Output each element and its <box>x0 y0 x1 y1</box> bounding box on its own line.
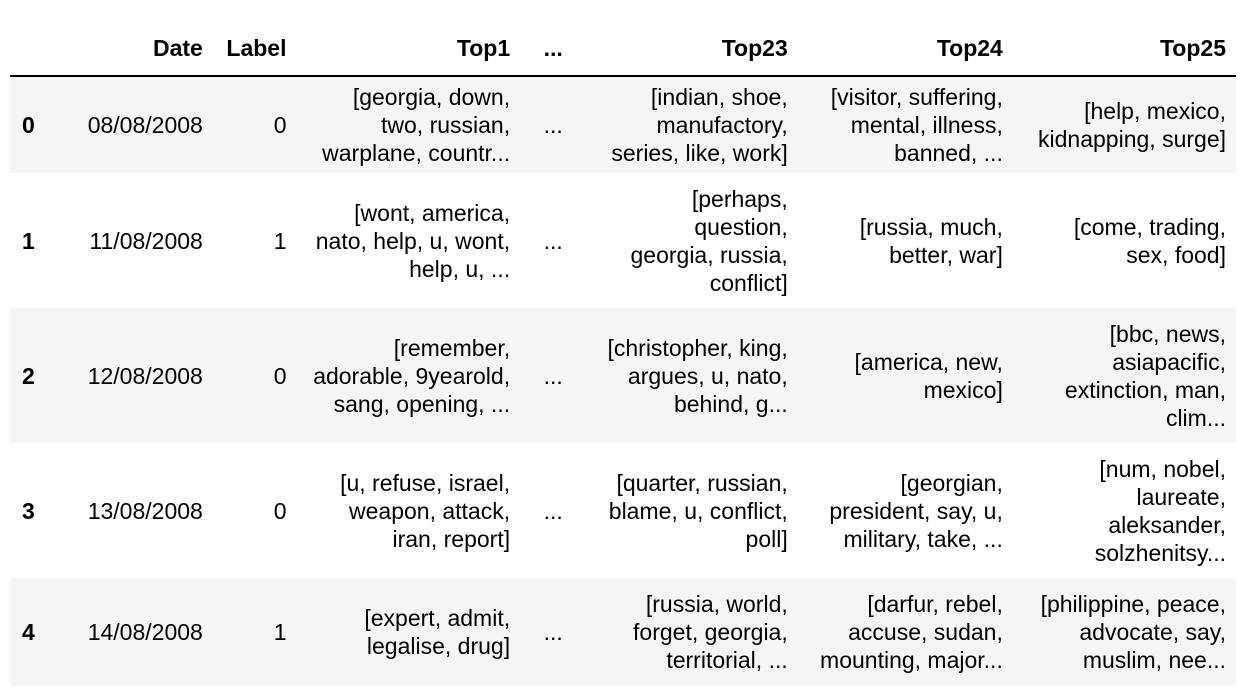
cell-top24: [visitor, suffering, mental, illness, ba… <box>830 84 1003 166</box>
row-index: 0 <box>22 112 35 138</box>
header-row: Date Label Top1 ... Top23 Top24 Top25 <box>10 0 1236 77</box>
header-top24: Top24 <box>797 0 1013 77</box>
cell-top1: [georgia, down, two, russian, warplane, … <box>322 84 511 166</box>
cell-top23: [perhaps, question, georgia, russia, con… <box>630 185 788 296</box>
cell-top23: [russia, world, forget, georgia, territo… <box>633 591 788 673</box>
cell-top25: [num, nobel, laureate, aleksander, solzh… <box>1094 455 1226 566</box>
cell-top25: [come, trading, sex, food] <box>1073 213 1226 268</box>
cell-date: 12/08/2008 <box>87 362 203 389</box>
cell-date: 13/08/2008 <box>87 497 203 524</box>
cell-top24: [georgian, president, say, u, military, … <box>829 469 1003 552</box>
cell-label: 0 <box>273 362 287 389</box>
cell-date: 14/08/2008 <box>87 619 203 645</box>
cell-label: 0 <box>273 497 287 524</box>
cell-top1: [expert, admit, legalise, drug] <box>364 605 511 659</box>
cell-top1: [wont, america, nato, help, u, wont, hel… <box>315 199 511 282</box>
cell-top25: [help, mexico, kidnapping, surge] <box>1038 98 1226 152</box>
cell-ellipsis: ... <box>543 112 563 138</box>
row-index: 1 <box>22 227 35 254</box>
header-date: Date <box>64 0 213 77</box>
header-top1: Top1 <box>296 0 521 77</box>
cell-top23: [quarter, russian, blame, u, conflict, p… <box>608 469 788 552</box>
header-label: Label <box>212 0 297 77</box>
cell-date: 08/08/2008 <box>87 112 203 138</box>
header-top25: Top25 <box>1012 0 1236 77</box>
cell-top25: [philippine, peace, advocate, say, musli… <box>1040 591 1226 673</box>
cell-ellipsis: ... <box>543 227 563 254</box>
cell-top1: [remember, adorable, 9yearold, sang, ope… <box>313 334 511 417</box>
header-ellipsis: ... <box>520 0 573 77</box>
cell-ellipsis: ... <box>543 497 563 524</box>
cell-ellipsis: ... <box>543 362 563 389</box>
table-row: 0 08/08/2008 0 [georgia, down, two, russ… <box>10 76 1236 173</box>
cell-top23: [christopher, king, argues, u, nato, beh… <box>607 334 788 417</box>
row-index: 4 <box>22 619 35 645</box>
row-index: 3 <box>22 497 35 524</box>
cell-top24: [darfur, rebel, accuse, sudan, mounting,… <box>820 591 1003 673</box>
cell-top24: [america, new, mexico] <box>854 348 1003 403</box>
cell-top24: [russia, much, better, war] <box>859 213 1003 268</box>
cell-top25: [bbc, news, asiapacific, extinction, man… <box>1064 320 1226 431</box>
dataframe-table: Date Label Top1 ... Top23 Top24 Top25 0 … <box>10 0 1236 686</box>
cell-date: 11/08/2008 <box>89 227 203 254</box>
cell-top1: [u, refuse, israel, weapon, attack, iran… <box>340 469 511 552</box>
cell-ellipsis: ... <box>543 619 563 645</box>
table-body: 0 08/08/2008 0 [georgia, down, two, russ… <box>10 76 1236 686</box>
cell-label: 1 <box>273 619 287 645</box>
cell-label: 1 <box>273 227 287 254</box>
header-index <box>10 0 65 77</box>
table-row: 4 14/08/2008 1 [expert, admit, legalise,… <box>10 578 1236 686</box>
table-row: 1 11/08/2008 1 [wont, america, nato, hel… <box>10 173 1236 308</box>
header-top23: Top23 <box>572 0 798 77</box>
table-header: Date Label Top1 ... Top23 Top24 Top25 <box>10 0 1236 77</box>
cell-top23: [indian, shoe, manufactory, series, like… <box>611 84 788 166</box>
row-index: 2 <box>22 362 35 389</box>
table-row: 2 12/08/2008 0 [remember, adorable, 9yea… <box>10 308 1236 443</box>
table-row: 3 13/08/2008 0 [u, refuse, israel, weapo… <box>10 443 1236 578</box>
cell-label: 0 <box>273 112 287 138</box>
